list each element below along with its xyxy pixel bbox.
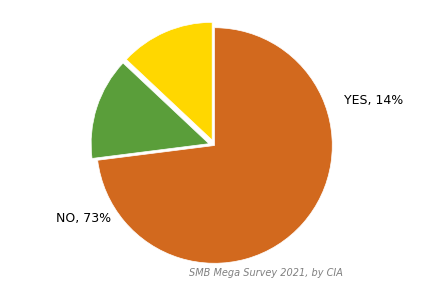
Wedge shape: [126, 22, 212, 140]
Text: YES, 14%: YES, 14%: [344, 94, 403, 107]
Wedge shape: [98, 28, 332, 263]
Wedge shape: [91, 63, 209, 158]
Text: SMB Mega Survey 2021, by CIA: SMB Mega Survey 2021, by CIA: [189, 269, 343, 278]
Text: NO, 73%: NO, 73%: [55, 212, 111, 225]
Text: Break Even ,13%: Break Even ,13%: [0, 290, 1, 291]
